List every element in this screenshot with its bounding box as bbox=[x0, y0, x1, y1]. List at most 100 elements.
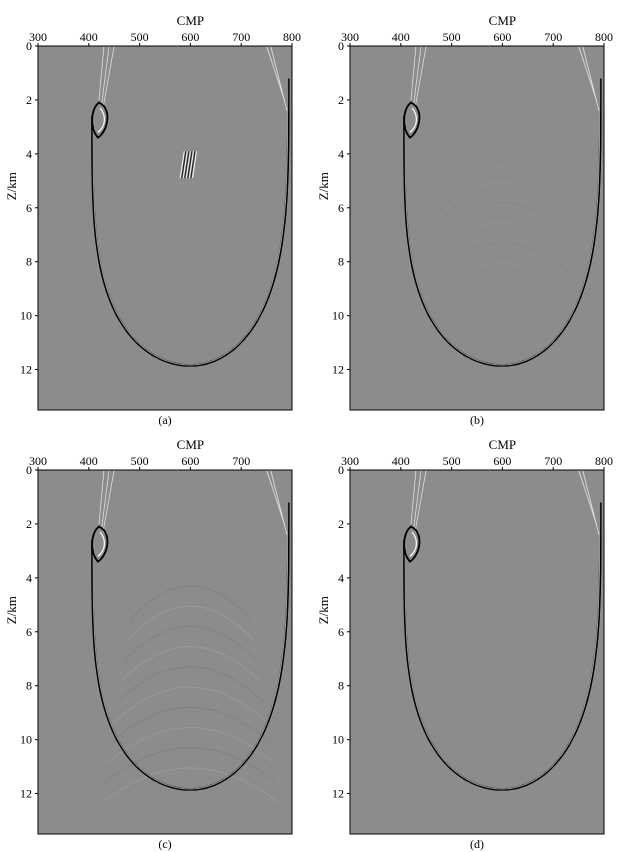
y-tick-label: 10 bbox=[332, 733, 344, 747]
fault-line bbox=[413, 46, 422, 106]
reflector-black bbox=[91, 502, 290, 791]
artifact-arc bbox=[432, 222, 573, 258]
artifact-arc bbox=[120, 222, 261, 258]
reflector-inner bbox=[404, 78, 601, 366]
fault-line bbox=[582, 470, 600, 535]
y-tick-label: 2 bbox=[338, 517, 344, 531]
x-axis-title: CMP bbox=[177, 13, 204, 28]
fault-line bbox=[414, 46, 427, 109]
artifact-arc bbox=[438, 181, 567, 218]
panel-svg: 300 400 500 600 700 800 0 2 4 6 8 10 12 CMP Z/km (d) bbox=[316, 437, 613, 851]
fault-line bbox=[102, 470, 115, 533]
salt-wedge-edge bbox=[409, 107, 417, 133]
wavelet-stripe bbox=[188, 151, 195, 179]
y-axis-title: Z/km bbox=[4, 172, 19, 200]
panel-d: 300 400 500 600 700 800 0 2 4 6 8 10 12 CMP Z/km (d) bbox=[312, 424, 622, 851]
image-background bbox=[38, 46, 292, 410]
x-tick-label: 800 bbox=[283, 30, 301, 44]
y-tick-label: 12 bbox=[332, 363, 344, 377]
salt-wedge bbox=[91, 525, 109, 563]
salt-wedge-edge bbox=[97, 531, 105, 557]
salt-wedge bbox=[91, 101, 109, 139]
y-tick-label: 2 bbox=[26, 93, 32, 107]
x-tick-label: 500 bbox=[443, 454, 461, 468]
artifact-arc bbox=[441, 585, 564, 622]
x-tick-label: 400 bbox=[392, 454, 410, 468]
y-tick-label: 0 bbox=[26, 463, 32, 477]
y-tick-label: 10 bbox=[332, 309, 344, 323]
y-tick-label: 12 bbox=[20, 363, 32, 377]
x-axis-title: CMP bbox=[489, 13, 516, 28]
panel-caption: (b) bbox=[470, 413, 484, 427]
artifact-arc bbox=[123, 201, 258, 238]
fault-line bbox=[410, 46, 417, 100]
reflector-inner bbox=[92, 502, 289, 790]
artifact-arc bbox=[101, 767, 280, 804]
artifact-arc bbox=[129, 585, 252, 622]
x-tick-label: 700 bbox=[544, 454, 562, 468]
wavelet-stripe bbox=[187, 151, 193, 179]
artifact-arc bbox=[126, 605, 255, 642]
artifact-arc bbox=[438, 605, 567, 642]
y-tick-label: 6 bbox=[26, 625, 32, 639]
y-tick-label: 4 bbox=[26, 147, 32, 161]
panel-caption: (d) bbox=[470, 837, 484, 851]
y-tick-label: 8 bbox=[338, 255, 344, 269]
artifact-arc bbox=[123, 625, 258, 662]
y-tick-label: 6 bbox=[26, 201, 32, 215]
plot-frame bbox=[349, 45, 605, 411]
y-tick-label: 6 bbox=[338, 625, 344, 639]
plot-frame bbox=[37, 45, 293, 411]
y-tick-label: 4 bbox=[338, 147, 344, 161]
artifact-arc bbox=[107, 727, 273, 763]
x-tick-label: 500 bbox=[443, 30, 461, 44]
x-tick-label: 600 bbox=[181, 30, 199, 44]
panel-svg: 300 400 500 600 700 800 0 2 4 6 8 10 12 CMP Z/km (b) bbox=[316, 13, 613, 427]
y-tick-label: 2 bbox=[26, 517, 32, 531]
y-tick-label: 8 bbox=[338, 679, 344, 693]
artifact-arc bbox=[441, 161, 564, 198]
salt-wedge bbox=[403, 525, 421, 563]
fault-line bbox=[410, 470, 417, 524]
x-tick-label: 300 bbox=[29, 30, 47, 44]
image-background bbox=[350, 470, 604, 834]
plot-frame bbox=[37, 469, 293, 835]
reflector-black bbox=[91, 78, 290, 367]
reflector-black bbox=[403, 78, 602, 367]
salt-wedge-edge bbox=[97, 107, 105, 133]
x-tick-label: 700 bbox=[544, 30, 562, 44]
y-tick-label: 10 bbox=[20, 733, 32, 747]
x-tick-label: 400 bbox=[80, 454, 98, 468]
reflector-black bbox=[403, 502, 602, 791]
fault-line bbox=[578, 46, 597, 101]
artifact-arc bbox=[126, 181, 255, 218]
x-tick-label: 400 bbox=[392, 30, 410, 44]
panel-b: 300 400 500 600 700 800 0 2 4 6 8 10 12 CMP Z/km (b) bbox=[312, 0, 622, 427]
y-tick-label: 8 bbox=[26, 679, 32, 693]
salt-wedge-edge bbox=[409, 531, 417, 557]
salt-wedge bbox=[403, 101, 421, 139]
panel-caption: (a) bbox=[158, 413, 171, 427]
image-background bbox=[350, 46, 604, 410]
y-tick-label: 0 bbox=[26, 39, 32, 53]
artifact-arc bbox=[425, 262, 579, 299]
wavelet-stripe bbox=[179, 151, 185, 179]
reflector-inner bbox=[404, 502, 601, 790]
artifact-arc bbox=[116, 666, 264, 703]
wavelet-stripe bbox=[182, 151, 188, 179]
artifact-arc bbox=[435, 201, 570, 238]
panel-c: 300 400 500 600 700 0 2 4 6 8 10 12 CMP Z/km (c) bbox=[0, 424, 310, 851]
artifact-arc bbox=[435, 625, 570, 662]
artifact-arc bbox=[113, 686, 267, 723]
wavelet-stripe bbox=[184, 151, 190, 179]
wavelet-stripe bbox=[181, 151, 187, 179]
panel-a: 300 400 500 600 700 800 0 2 4 6 8 10 12 CMP Z/km (a) bbox=[0, 0, 310, 427]
image-background bbox=[38, 470, 292, 834]
x-tick-label: 300 bbox=[29, 454, 47, 468]
fault-line bbox=[98, 470, 105, 524]
x-tick-label: 700 bbox=[232, 30, 250, 44]
y-tick-label: 8 bbox=[26, 255, 32, 269]
y-tick-label: 4 bbox=[338, 571, 344, 585]
y-tick-label: 0 bbox=[338, 463, 344, 477]
artifact-arc bbox=[428, 242, 576, 279]
